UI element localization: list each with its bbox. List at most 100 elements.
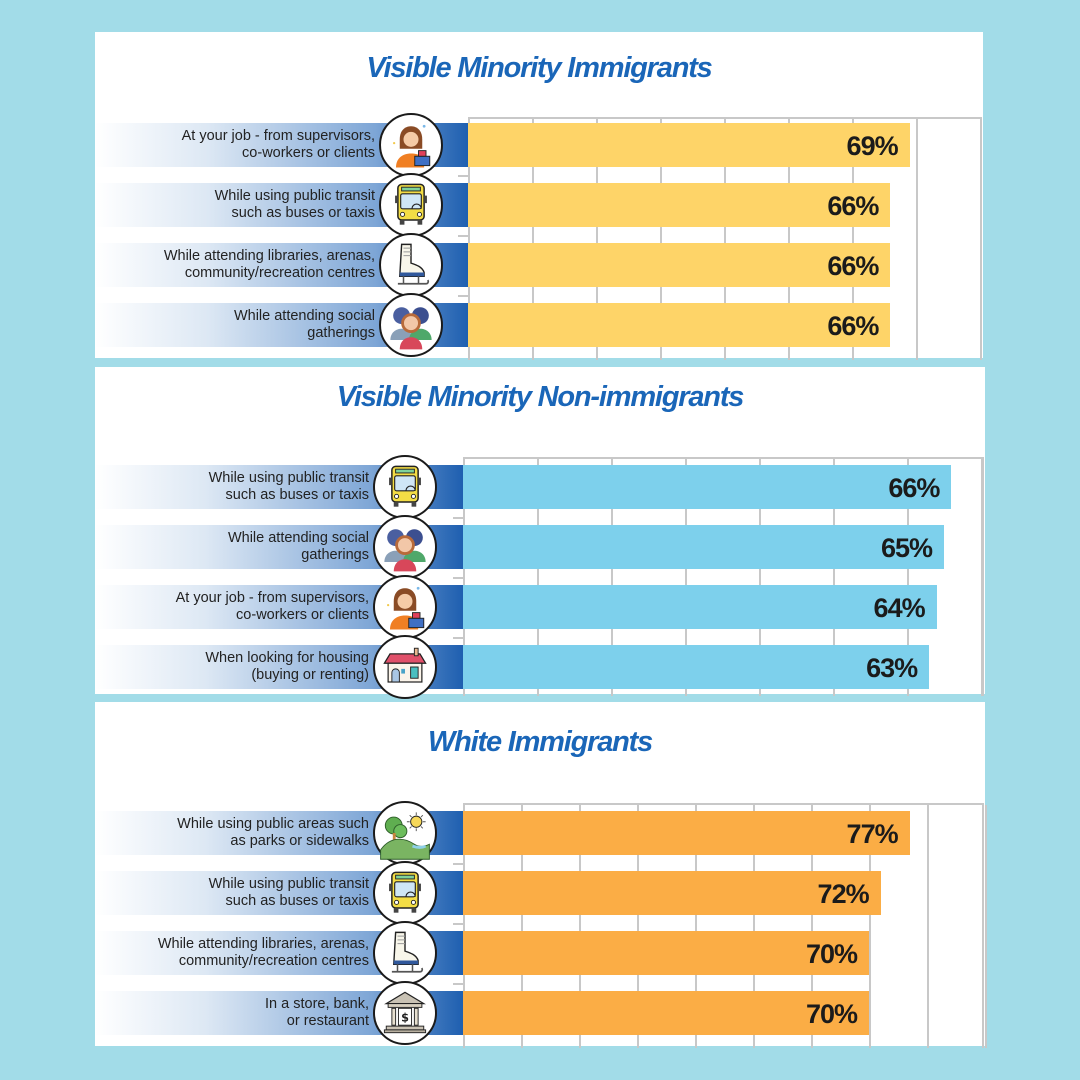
category-label: While using public transit such as buses … <box>209 470 369 504</box>
bar <box>463 465 952 509</box>
bar <box>468 183 891 227</box>
gridline <box>907 459 909 696</box>
category-label-line2: as parks or sidewalks <box>230 833 369 849</box>
category-label: While attending social gatherings <box>234 308 375 342</box>
gridline <box>596 119 598 360</box>
data-label: 64% <box>873 593 926 623</box>
ice-skate-icon <box>373 921 437 985</box>
axis-tick <box>453 983 463 985</box>
data-label: 72% <box>817 879 870 909</box>
category-label: While using public transit such as buses … <box>209 876 369 910</box>
gridline <box>916 119 918 360</box>
category-label: When looking for housing (buying or renti… <box>205 650 369 684</box>
bus-icon <box>373 455 437 519</box>
grid <box>463 457 984 696</box>
data-label: 63% <box>866 653 918 683</box>
chart-title: Visible Minority Non-immigrants <box>336 381 745 413</box>
data-label: 70% <box>805 939 858 969</box>
gridline <box>695 805 697 1048</box>
category-label-line2: co-workers or clients <box>242 145 375 161</box>
category-label-line1: While using public transit <box>214 188 375 204</box>
bar <box>463 871 881 915</box>
axis-tick <box>453 923 463 925</box>
category-label-line1: While using public transit <box>208 876 369 892</box>
worker-cashier-icon <box>373 575 437 639</box>
bus-icon <box>379 173 443 237</box>
axis-tick <box>458 235 468 237</box>
gridline <box>852 119 854 360</box>
data-label: 66% <box>827 191 879 221</box>
category-label: While using public transit such as buses … <box>215 188 375 222</box>
bar <box>463 811 910 855</box>
category-label-line2: gatherings <box>301 547 369 563</box>
data-label: 69% <box>846 131 899 161</box>
bank-icon: $ <box>373 981 437 1045</box>
category-label-line1: While attending libraries, arenas, <box>163 248 375 264</box>
gridline <box>981 459 983 696</box>
gridline <box>611 459 613 696</box>
category-label-line1: At your job - from supervisors, <box>181 128 375 144</box>
ice-skate-icon <box>379 233 443 297</box>
chart-panel-1: Visible Minority Immigrants At your job -… <box>95 32 983 360</box>
category-label-line1: While attending social <box>233 308 375 324</box>
category-label: While attending social gatherings <box>228 530 369 564</box>
park-icon <box>373 801 437 865</box>
grid <box>468 117 982 360</box>
bar <box>468 243 891 287</box>
category-label-line2: such as buses or taxis <box>225 487 369 503</box>
axis-tick <box>453 517 463 519</box>
category-label: While using public areas such as parks or… <box>177 816 369 850</box>
chart-title: White Immigrants <box>427 726 653 758</box>
gridline <box>660 119 662 360</box>
data-label: 77% <box>846 819 899 849</box>
chart-panel-2: Visible Minority Non-immigrants While usi… <box>95 367 985 699</box>
category-label-line2: community/recreation centres <box>178 953 369 969</box>
axis-tick <box>453 577 463 579</box>
bar <box>463 645 930 689</box>
category-label-line2: such as buses or taxis <box>225 893 369 909</box>
grid <box>463 803 987 1048</box>
category-label-line1: While using public transit <box>208 470 369 486</box>
category-label-line1: While using public areas such <box>177 816 369 832</box>
bar <box>463 585 937 629</box>
gridline <box>724 119 726 360</box>
gridline <box>463 805 465 1048</box>
data-label: 70% <box>805 999 858 1029</box>
people-group-icon <box>379 293 443 357</box>
gridline <box>788 119 790 360</box>
gridline <box>463 459 465 696</box>
worker-cashier-icon <box>379 113 443 177</box>
category-label-line1: At your job - from supervisors, <box>175 590 369 606</box>
gridline <box>537 459 539 696</box>
category-label-line2: co-workers or clients <box>236 607 369 623</box>
gridline <box>521 805 523 1048</box>
axis-tick <box>458 295 468 297</box>
category-label-line2: or restaurant <box>286 1013 369 1029</box>
bus-icon <box>373 861 437 925</box>
house-icon <box>373 635 437 699</box>
category-label: At your job - from supervisors, co-worker… <box>176 590 369 624</box>
data-label: 66% <box>827 311 879 341</box>
gridline <box>869 805 871 1048</box>
category-label: At your job - from supervisors, co-worker… <box>182 128 375 162</box>
category-label-line2: community/recreation centres <box>184 265 375 281</box>
category-label: While attending libraries, arenas, commun… <box>158 936 369 970</box>
category-label-line2: (buying or renting) <box>251 667 369 683</box>
bar <box>463 525 944 569</box>
bar <box>463 991 869 1035</box>
gridline <box>637 805 639 1048</box>
axis-tick <box>453 863 463 865</box>
axis-tick <box>453 637 463 639</box>
category-label-line2: such as buses or taxis <box>231 205 375 221</box>
category-label: In a store, bank, or restaurant <box>265 996 369 1030</box>
gridline <box>985 805 987 1048</box>
category-label-line1: While attending social <box>227 530 369 546</box>
chart-panel-3: White Immigrants While using public areas… <box>95 702 987 1048</box>
people-group-icon <box>373 515 437 579</box>
data-label: 65% <box>880 533 933 563</box>
gridline <box>753 805 755 1048</box>
data-label: 66% <box>888 473 940 503</box>
axis-tick <box>458 175 468 177</box>
gridline <box>927 805 929 1048</box>
category-label-line1: In a store, bank, <box>265 996 369 1012</box>
